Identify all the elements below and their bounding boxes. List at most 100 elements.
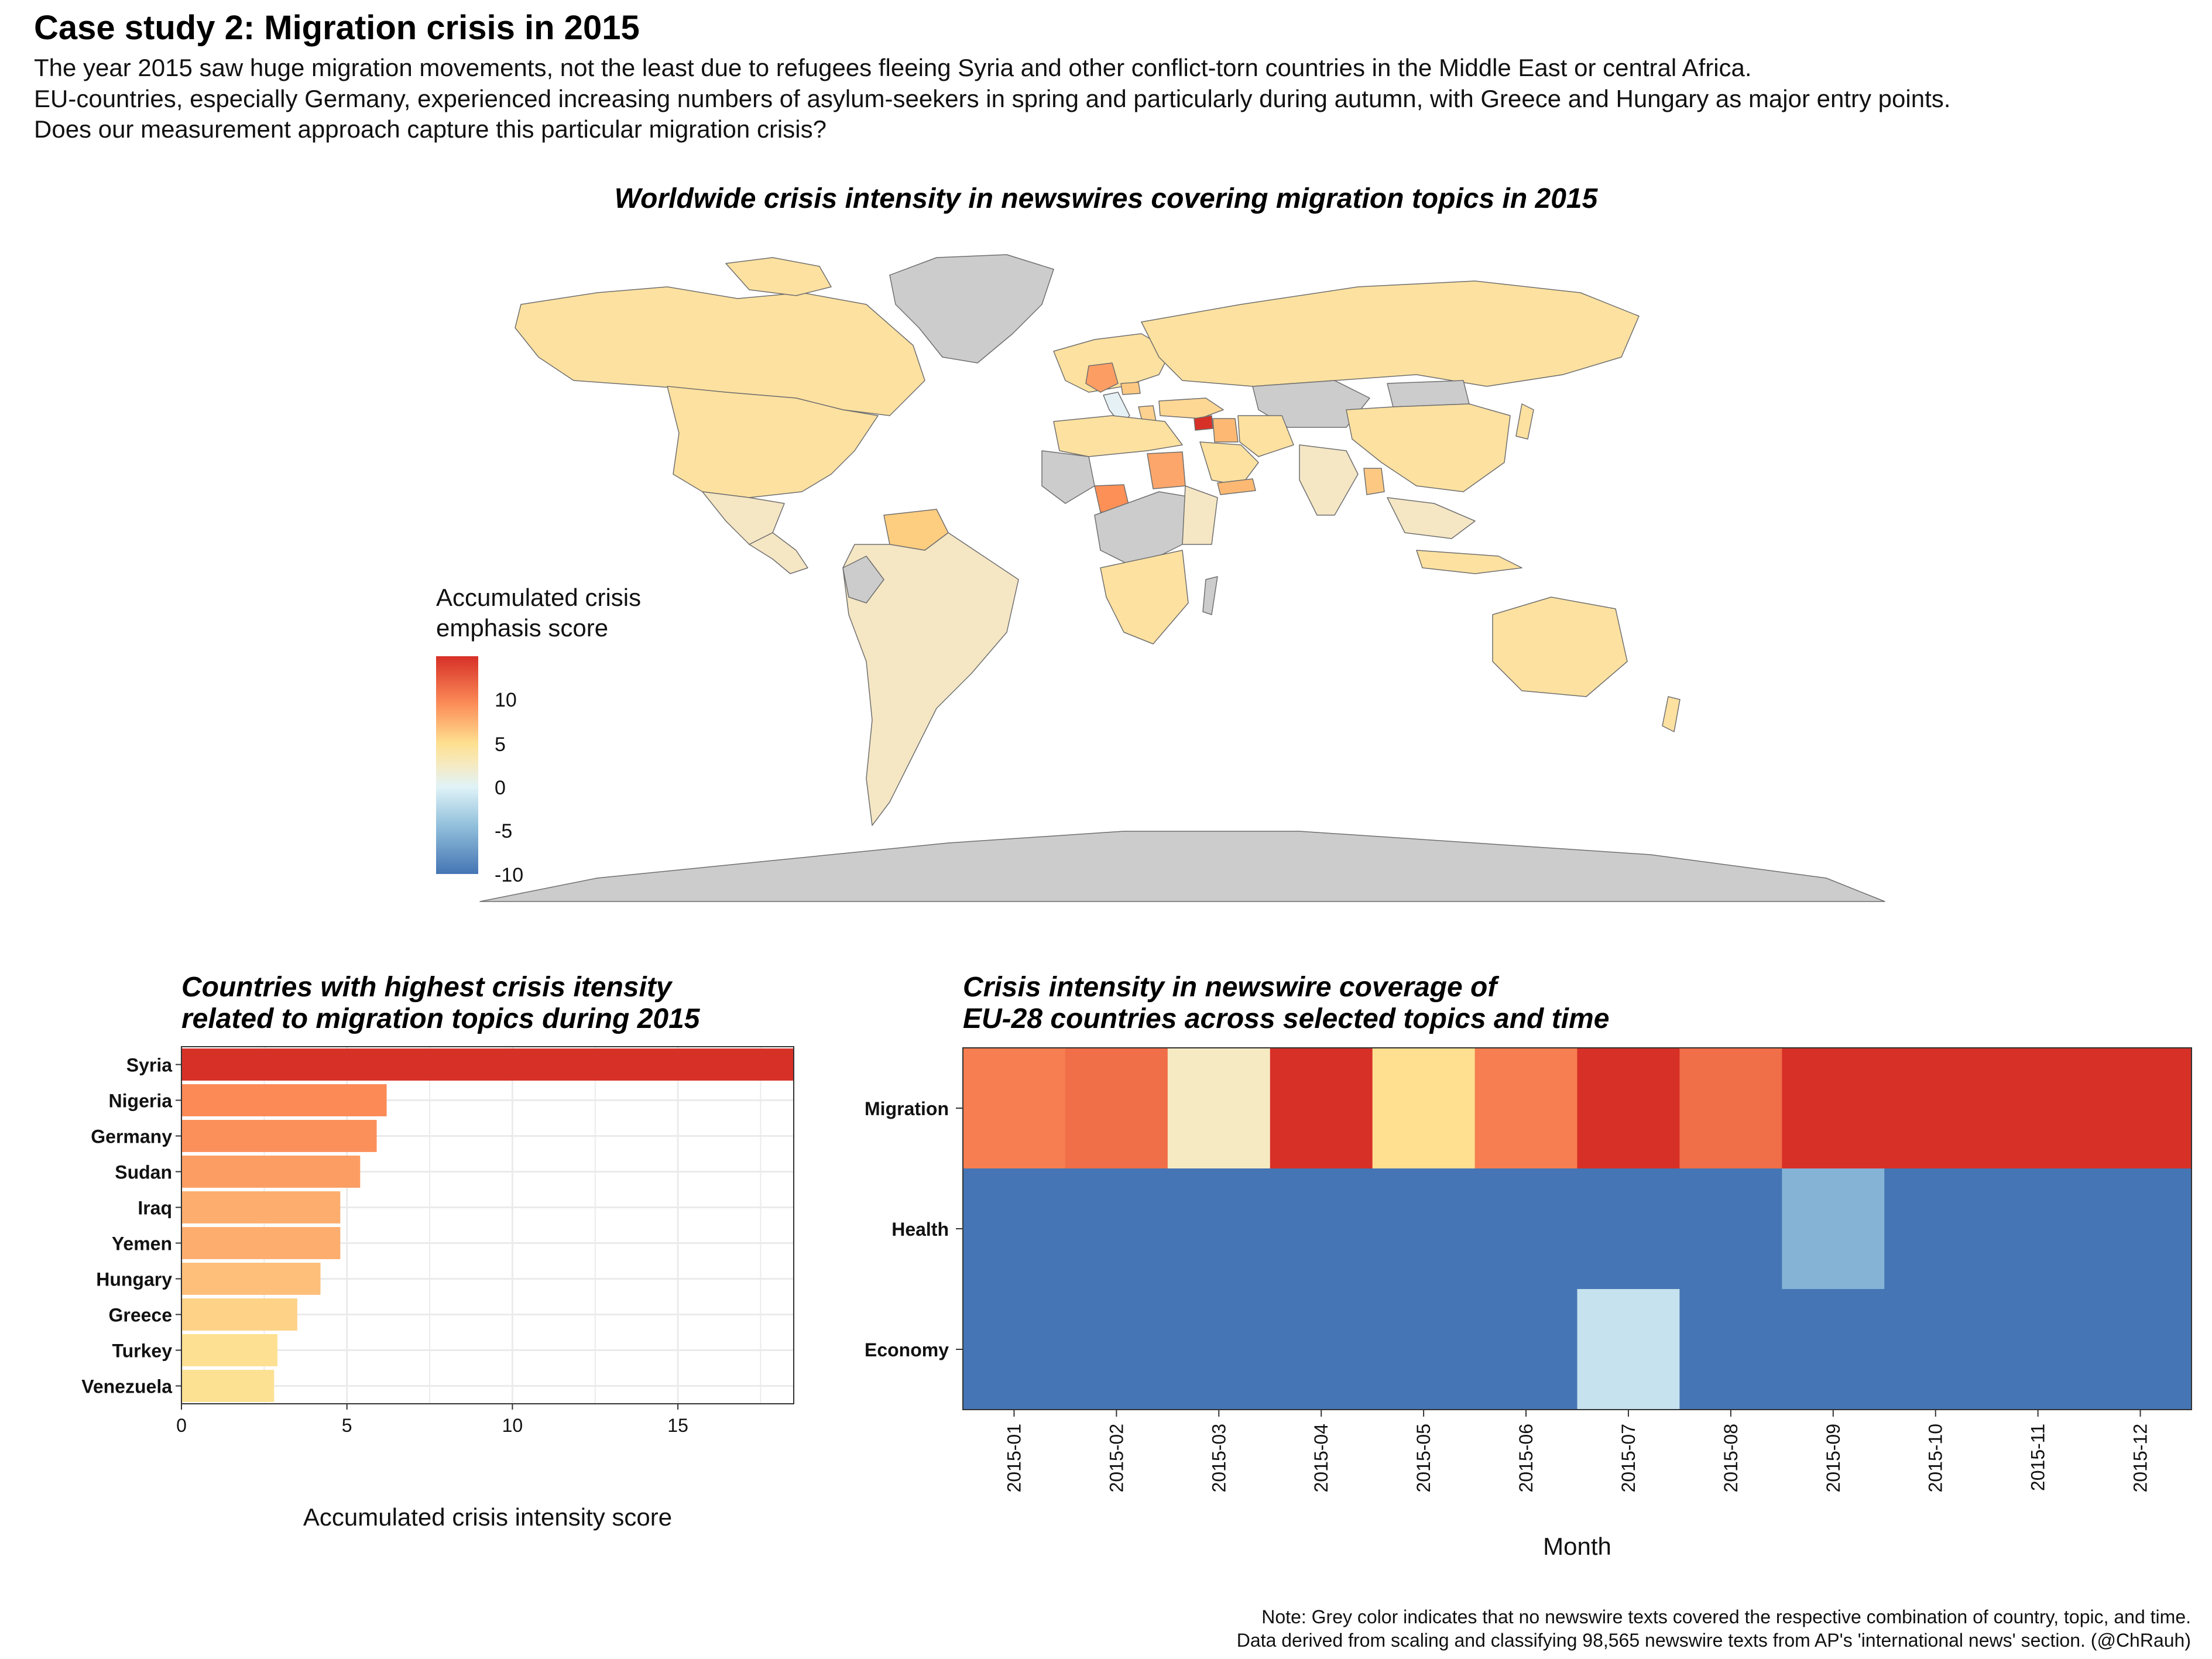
footnote-line: Note: Grey color indicates that no newsw… (1261, 1606, 2191, 1627)
x-tick-label: 2015-01 (1003, 1424, 1024, 1492)
heatmap-cell (1987, 1168, 2090, 1290)
y-tick-label: Nigeria (109, 1091, 173, 1112)
map-region-antarctica (479, 831, 1885, 902)
y-tick-label: Migration (865, 1098, 949, 1119)
map-region-syria (1194, 415, 1213, 431)
heatmap-cell (2089, 1048, 2192, 1169)
x-tick-label: 10 (502, 1415, 523, 1436)
legend-tick (478, 787, 486, 789)
heatmap-cell (1577, 1289, 1680, 1410)
map-legend: Accumulated crisis emphasis score 10 5 0… (436, 582, 642, 885)
legend-tick-label: 5 (495, 733, 506, 756)
map-region-myanmar (1363, 468, 1385, 495)
legend-tick (478, 744, 486, 745)
heatmap-cell (963, 1048, 1066, 1169)
map-region-southern-africa (1100, 550, 1189, 645)
x-tick-label: 15 (667, 1415, 688, 1436)
map-region-japan (1515, 403, 1534, 440)
map-region-iran (1237, 415, 1294, 457)
map-region-central-america (749, 532, 808, 574)
y-tick-label: Germany (91, 1126, 172, 1147)
map-region-sudan (1147, 451, 1186, 489)
x-tick-label: 2015-12 (2130, 1424, 2151, 1492)
intro-text-line: The year 2015 saw huge migration movemen… (34, 54, 1752, 81)
heatmap-cell (1577, 1168, 1680, 1290)
heatmap-cell (1167, 1048, 1271, 1169)
heatmap-cell (1782, 1168, 1885, 1290)
heatmap-cell (1884, 1048, 1987, 1169)
legend-tick-label: 10 (495, 689, 517, 711)
legend-tick-label: -5 (495, 820, 513, 842)
map-region-east-africa (1182, 485, 1218, 545)
intro-text-line: Does our measurement approach capture th… (34, 115, 827, 143)
map-region-no-data-west-africa (1041, 450, 1095, 504)
heatmap-cell (1270, 1289, 1373, 1410)
bar (181, 1191, 341, 1223)
y-tick-label: Yemen (112, 1233, 172, 1254)
bar (181, 1120, 377, 1152)
heatmap-cell (1065, 1289, 1168, 1410)
map-region-turkey (1158, 397, 1224, 419)
map-region-usa (667, 386, 879, 498)
x-tick-label: 2015-10 (1925, 1424, 1946, 1492)
y-tick-label: Hungary (96, 1269, 172, 1290)
map-region-russia (1141, 280, 1640, 387)
x-tick-label: 2015-05 (1413, 1424, 1434, 1492)
map-region-iraq (1212, 418, 1239, 443)
x-tick-label: 2015-07 (1618, 1424, 1639, 1492)
heatmap-cell (1270, 1168, 1373, 1290)
world-map (479, 254, 1885, 902)
bar-chart-x-axis-title: Accumulated crisis intensity score (303, 1503, 673, 1531)
bar (181, 1156, 361, 1188)
heatmap-title-line: Crisis intensity in newswire coverage of (963, 972, 1497, 1003)
legend-tick-label: -10 (495, 864, 524, 886)
map-region-china (1346, 403, 1511, 492)
x-tick-label: 5 (342, 1415, 352, 1436)
bar (181, 1334, 277, 1366)
map-title: Worldwide crisis intensity in newswires … (614, 183, 1598, 214)
heatmap-cell (1474, 1048, 1577, 1169)
map-region-germany (1085, 362, 1119, 393)
intro-text-line: EU-countries, especially Germany, experi… (34, 85, 1951, 112)
heatmap-cell (1065, 1048, 1168, 1169)
bar (181, 1370, 275, 1402)
heatmap-cell (1372, 1048, 1476, 1169)
legend-tick (478, 700, 486, 701)
legend-title-line: emphasis score (436, 614, 609, 642)
heatmap-cell (1679, 1289, 1782, 1410)
map-region-new-zealand (1662, 696, 1681, 732)
x-tick-label: 2015-09 (1823, 1424, 1844, 1492)
legend-color-bar (436, 656, 478, 874)
y-tick-label: Greece (108, 1305, 172, 1326)
heatmap-cell (1474, 1168, 1577, 1290)
legend-tick-label: 0 (495, 777, 506, 799)
x-tick-label: 0 (176, 1415, 187, 1436)
heatmap-cell (1474, 1289, 1577, 1410)
map-region-north-africa (1053, 415, 1183, 457)
y-tick-label: Health (891, 1219, 949, 1240)
y-tick-label: Syria (126, 1055, 172, 1076)
heatmap-cell (1782, 1048, 1885, 1169)
y-tick-label: Iraq (138, 1198, 172, 1219)
heatmap-cell (1884, 1289, 1987, 1410)
heatmap-cell (1679, 1048, 1782, 1169)
legend-title-line: Accumulated crisis (436, 584, 642, 611)
heatmap-cell (1679, 1168, 1782, 1290)
map-region-arctic-islands (725, 257, 832, 296)
map-region-no-data-sa (842, 556, 884, 604)
heatmap-cell (963, 1168, 1066, 1290)
map-region-australia (1492, 597, 1628, 697)
map-region-se-asia (1387, 497, 1476, 539)
footnote-line: Data derived from scaling and classifyin… (1236, 1630, 2191, 1651)
x-tick-label: 2015-02 (1106, 1424, 1127, 1492)
heatmap-cell (2089, 1168, 2192, 1290)
bar (181, 1048, 794, 1081)
map-region-hungary (1120, 382, 1141, 395)
bar (181, 1263, 321, 1295)
heatmap-title-line: EU-28 countries across selected topics a… (963, 1003, 1610, 1034)
heatmap-cell (1065, 1168, 1168, 1290)
heatmap-cell (1167, 1289, 1271, 1410)
x-tick-label: 2015-11 (2028, 1424, 2049, 1491)
heatmap-cell (1167, 1168, 1271, 1290)
bar-chart: Syria Nigeria Germany Sudan Iraq Yemen Hungary… (81, 1046, 794, 1436)
